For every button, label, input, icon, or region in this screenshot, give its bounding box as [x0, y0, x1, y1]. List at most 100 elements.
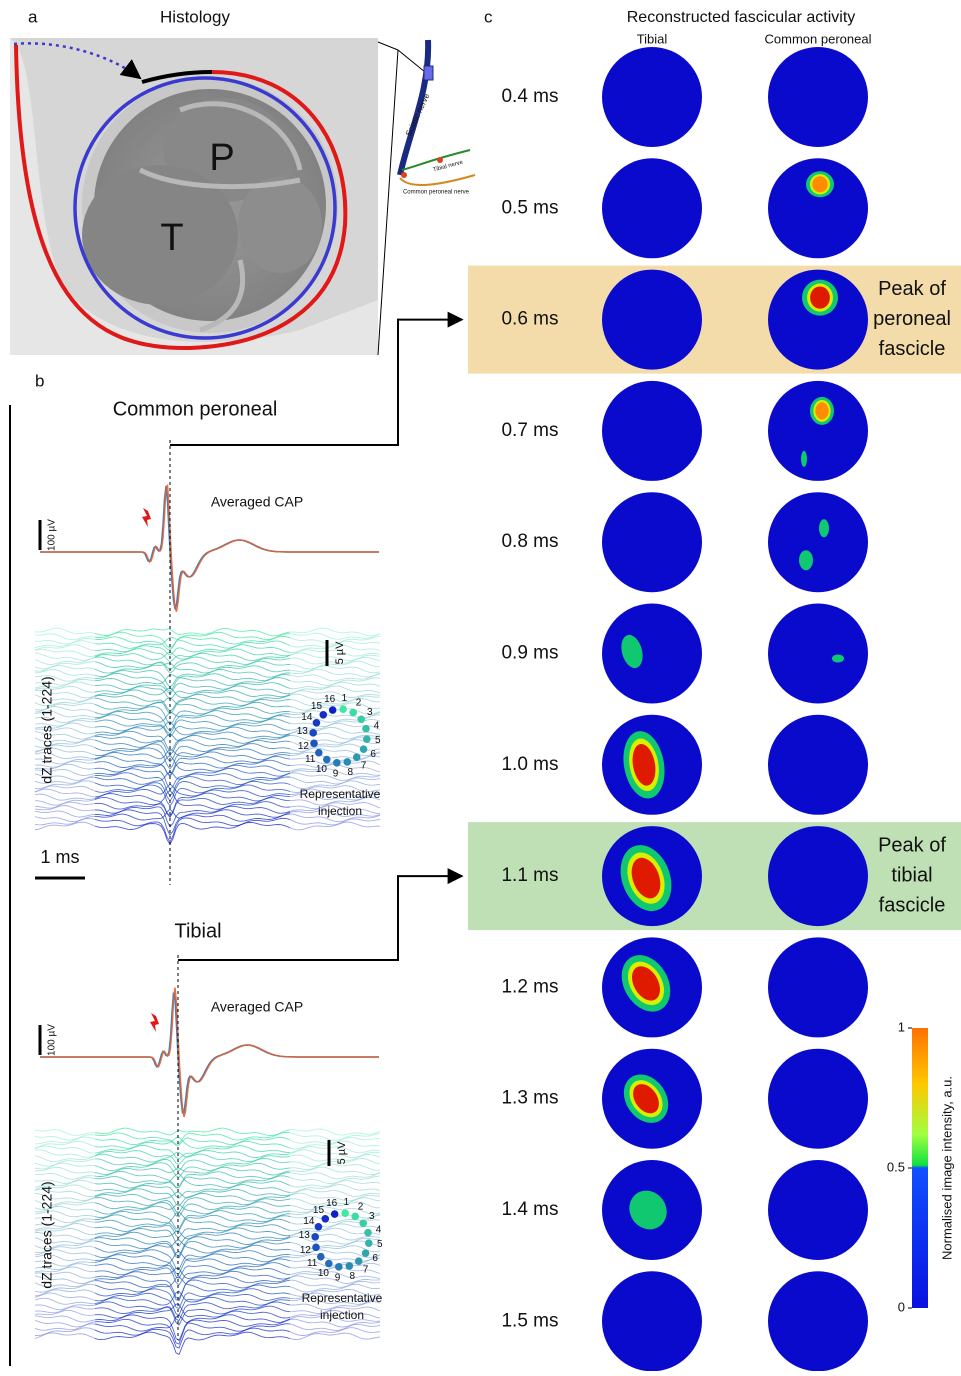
- electrode: [357, 715, 365, 723]
- colorbar-tick-label: 0: [898, 1299, 905, 1314]
- blob-outer: [832, 655, 844, 663]
- dz-label-group: dZ traces (1-224): [39, 676, 55, 783]
- electrode-label: 9: [335, 1272, 341, 1283]
- electrode-label: 7: [363, 1264, 369, 1275]
- reconstruction-disc: [602, 604, 702, 704]
- nerve-diagram: [378, 40, 475, 355]
- time-label: 0.5 ms: [501, 197, 558, 218]
- activity-blob: [810, 397, 834, 425]
- electrode-label: 14: [301, 712, 313, 723]
- figure: a Histology P T Sciatic nerve Tibial ner…: [0, 0, 961, 1371]
- electrode: [351, 1213, 359, 1221]
- reconstruction-disc: [768, 937, 868, 1037]
- electrode: [349, 709, 357, 717]
- cap-scale-group: 100 µV: [47, 1024, 58, 1056]
- cap-label: Averaged CAP: [211, 494, 303, 510]
- colorbar-label: Normalised image intensity, a.u.: [939, 1076, 954, 1260]
- cap-scale-group: 100 µV: [47, 519, 58, 551]
- cap-scale-label: 100 µV: [47, 1024, 58, 1056]
- panel-title: Reconstructed fascicular activity: [627, 9, 856, 26]
- electrode-label: 1: [342, 693, 348, 704]
- dz-scale-group: 5 µV: [336, 1141, 348, 1165]
- electrode: [317, 1253, 325, 1261]
- highlight-note: tibial: [891, 864, 932, 886]
- blob-outer: [819, 519, 829, 537]
- dz-label: dZ traces (1-224): [39, 676, 55, 783]
- electrode-label: 12: [298, 741, 310, 752]
- electrode-label: 4: [374, 720, 380, 731]
- electrode-label: 16: [324, 694, 336, 705]
- electrode: [344, 758, 352, 766]
- electrode: [359, 1219, 367, 1227]
- electrode-label: 11: [305, 754, 316, 765]
- time-label: 0.6 ms: [501, 309, 558, 330]
- nerve-label: Sciatic nerve: [404, 92, 432, 138]
- reconstruction-disc: [602, 1271, 702, 1371]
- cap-trace: [40, 993, 379, 1113]
- dz-label: dZ traces (1-224): [39, 1181, 55, 1288]
- electrode: [363, 735, 371, 743]
- electrode: [310, 740, 318, 748]
- electrode-label: 8: [348, 767, 354, 778]
- dz-label-group: dZ traces (1-224): [39, 1181, 55, 1288]
- electrode: [331, 1210, 339, 1218]
- fascicle-label: P: [209, 137, 234, 179]
- panel-label: c: [484, 7, 493, 26]
- time-label: 0.9 ms: [501, 643, 558, 664]
- electrode: [315, 1223, 323, 1231]
- section-title: Common peroneal: [113, 398, 278, 420]
- activity-blob: [819, 519, 829, 537]
- electrode-label: 15: [311, 701, 323, 712]
- injection-label: injection: [320, 1308, 364, 1322]
- colorbar-tick-label: 1: [898, 1019, 905, 1034]
- panel-title: Histology: [160, 7, 230, 26]
- cap-trace: [40, 485, 379, 612]
- electrode-label: 3: [369, 1211, 375, 1222]
- dz-scale-label: 5 µV: [336, 1141, 348, 1165]
- electrode-label: 5: [375, 735, 381, 746]
- time-label: 1.1 ms: [501, 865, 558, 886]
- electrode: [312, 1244, 320, 1252]
- electrode: [335, 1263, 343, 1271]
- time-label: 0.8 ms: [501, 531, 558, 552]
- electrode-label: 4: [376, 1224, 382, 1235]
- time-label: 1.5 ms: [501, 1310, 558, 1331]
- electrode-label: 2: [356, 697, 362, 708]
- cap-scale-label: 100 µV: [47, 519, 58, 551]
- activity-blob: [832, 655, 844, 663]
- electrode: [323, 756, 331, 764]
- electrode-label: 13: [299, 1230, 311, 1241]
- electrode: [346, 1262, 354, 1270]
- time-label: 0.7 ms: [501, 420, 558, 441]
- panel-label: b: [35, 371, 44, 390]
- time-label: 1.0 ms: [501, 754, 558, 775]
- cap-trace: [40, 486, 379, 609]
- electrode-label: 5: [377, 1239, 383, 1250]
- reconstruction-disc: [768, 1271, 868, 1371]
- blob-inner: [810, 286, 830, 308]
- electrode: [355, 1257, 363, 1265]
- column-header: Common peroneal: [765, 31, 872, 46]
- reconstruction-disc: [768, 47, 868, 147]
- electrode-label: 6: [372, 1253, 378, 1264]
- highlight-note: Peak of: [878, 834, 946, 856]
- reconstruction-disc: [768, 715, 868, 815]
- injection-label: Representative: [302, 1291, 383, 1305]
- electrode-label: 13: [297, 726, 309, 737]
- nerve-label: Common peroneal nerve: [403, 190, 470, 196]
- fascicle-label: T: [160, 217, 183, 259]
- injection-label: injection: [318, 804, 362, 818]
- reconstruction-disc: [602, 492, 702, 592]
- cap-trace: [40, 988, 379, 1117]
- blob-inner: [815, 402, 828, 419]
- stimulus-icon: [142, 508, 151, 527]
- activity-blob: [802, 280, 838, 316]
- blob-inner: [812, 176, 827, 192]
- reconstruction-disc: [768, 1160, 868, 1260]
- electrode: [321, 1215, 329, 1223]
- electrode-label: 1: [344, 1197, 350, 1208]
- time-label: 1.2 ms: [501, 976, 558, 997]
- electrode: [362, 1249, 370, 1257]
- colorbar: [912, 1028, 928, 1308]
- blob-outer: [801, 451, 807, 467]
